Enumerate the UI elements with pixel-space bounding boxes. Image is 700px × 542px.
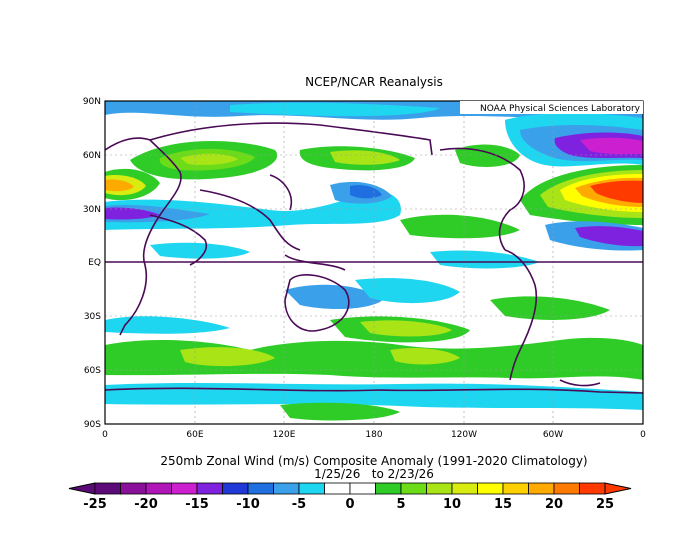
lon-label: 60W <box>543 430 563 440</box>
lat-label: 90N <box>83 97 101 107</box>
colorbar-label: 15 <box>494 497 512 512</box>
colorbar-swatch <box>298 482 325 495</box>
colorbar-swatch <box>579 482 606 495</box>
colorbar-label: -15 <box>185 497 209 512</box>
colorbar-swatch <box>196 482 223 495</box>
lat-label: 60S <box>84 366 101 376</box>
anomaly-field <box>105 101 643 421</box>
colorbar-swatch <box>324 482 351 495</box>
colorbar-label: -10 <box>236 497 260 512</box>
colorbar-swatch <box>349 482 376 495</box>
colorbar-label: -25 <box>83 497 107 512</box>
colorbar-swatch <box>477 482 504 495</box>
colorbar-swatch <box>120 482 147 495</box>
colorbar-swatch <box>400 482 427 495</box>
lat-label: 30S <box>84 312 101 322</box>
latitude-labels: 90N 60N 30N EQ 30S 60S 90S <box>83 97 101 430</box>
coastlines <box>105 122 643 394</box>
colorbar-arrow-right <box>604 482 632 495</box>
colorbar-label: 0 <box>345 497 354 512</box>
lat-label: 60N <box>83 151 101 161</box>
credit-text: NOAA Physical Sciences Laboratory <box>480 104 641 114</box>
colorbar-label: -5 <box>292 497 306 512</box>
colorbar-swatch <box>171 482 198 495</box>
caption-line-2: 1/25/26 to 2/23/26 <box>314 467 434 481</box>
longitude-labels: 0 60E 120E 180 120W 60W 0 <box>102 430 646 440</box>
colorbar-arrow-left <box>68 482 96 495</box>
credit-box <box>460 101 643 114</box>
colorbar-label: 25 <box>596 497 614 512</box>
map-frame <box>104 100 644 425</box>
map-panel: NOAA Physical Sciences Laboratory 90N 60… <box>83 97 646 440</box>
colorbar-label: 10 <box>443 497 461 512</box>
lon-label: 0 <box>102 430 108 440</box>
lat-label: EQ <box>88 258 101 268</box>
colorbar-swatch <box>451 482 478 495</box>
colorbar-labels: -25 -20 -15 -10 -5 0 5 10 15 20 25 <box>83 497 614 512</box>
colorbar-swatch <box>375 482 402 495</box>
lon-label: 120W <box>451 430 477 440</box>
colorbar-swatch <box>222 482 249 495</box>
colorbar-swatch <box>502 482 529 495</box>
lon-label: 0 <box>640 430 646 440</box>
lon-label: 120E <box>273 430 296 440</box>
colorbar-swatch <box>273 482 300 495</box>
colorbar-swatch <box>426 482 453 495</box>
colorbar-swatch <box>247 482 274 495</box>
colorbar-swatch <box>94 482 121 495</box>
colorbar-label: 20 <box>545 497 563 512</box>
colorbar-swatch <box>553 482 580 495</box>
figure-title: NCEP/NCAR Reanalysis <box>305 75 443 89</box>
caption-line-1: 250mb Zonal Wind (m/s) Composite Anomaly… <box>160 454 587 468</box>
colorbar-swatch <box>145 482 172 495</box>
lon-label: 180 <box>365 430 382 440</box>
colorbar-label: 5 <box>396 497 405 512</box>
lon-label: 60E <box>186 430 203 440</box>
colorbar-swatch <box>528 482 555 495</box>
lat-label: 90S <box>84 420 101 430</box>
colorbar-label: -20 <box>134 497 158 512</box>
colorbar <box>68 482 632 495</box>
lat-label: 30N <box>83 205 101 215</box>
